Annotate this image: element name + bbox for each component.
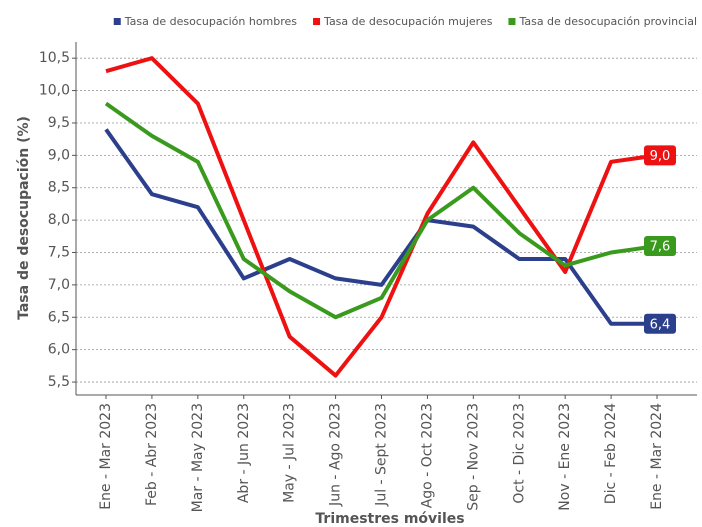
x-tick-label: Ene - Mar 2024 — [649, 403, 665, 510]
data-label: 7,6 — [650, 240, 671, 255]
x-tick-label: Dic - Feb 2024 — [603, 403, 619, 504]
y-tick-label: 5,5 — [48, 374, 70, 390]
legend-swatch — [113, 18, 121, 25]
legend-swatch — [313, 18, 321, 25]
data-label: 6,4 — [650, 317, 671, 332]
y-axis-title: Tasa de desocupación (%) — [16, 116, 32, 320]
legend-label: Tasa de desocupación provincial — [518, 15, 697, 28]
series-line — [105, 56, 658, 378]
y-tick-label: 8,5 — [48, 180, 70, 196]
data-label: 9,0 — [650, 149, 671, 164]
x-tick-label: Sep - Nov 2023 — [465, 403, 481, 511]
y-tick-label: 6,5 — [48, 309, 70, 325]
x-axis-title: Trimestres móviles — [315, 511, 464, 527]
x-tick-label: Feb - Abr 2023 — [144, 403, 160, 506]
x-tick-label: Oct - Dic 2023 — [511, 403, 527, 504]
x-tick-label: Ago - Oct 2023 — [419, 403, 435, 508]
x-tick-label: Nov - Ene 2023 — [557, 403, 573, 511]
legend-item: Tasa de desocupación provincial — [508, 15, 697, 28]
y-tick-label: 9,0 — [48, 147, 70, 163]
y-tick-label: 8,0 — [48, 212, 70, 228]
y-tick-label: 10,0 — [39, 83, 70, 99]
legend-item: Tasa de desocupación hombres — [113, 15, 298, 28]
legend-label: Tasa de desocupación mujeres — [323, 15, 493, 28]
x-tick-label: Abr - Jun 2023 — [236, 403, 252, 503]
legend-swatch — [508, 18, 516, 25]
data-label-box — [644, 313, 676, 334]
y-tick-label: 6,0 — [48, 342, 70, 358]
x-tick-label: Mar - May 2023 — [190, 403, 206, 512]
legend-label: Tasa de desocupación hombres — [124, 15, 298, 28]
x-tick-label: Jul - Sept 2023 — [374, 403, 390, 507]
series-line — [104, 101, 658, 320]
x-tick-label: May - Jul 2023 — [282, 403, 298, 503]
y-tick-label: 7,5 — [48, 245, 70, 261]
legend-item: Tasa de desocupación mujeres — [313, 15, 493, 28]
x-tick-label: Jun - Ago 2023 — [328, 403, 344, 507]
data-label-box — [644, 236, 676, 257]
data-label-box — [644, 145, 676, 166]
y-tick-label: 7,0 — [48, 277, 70, 293]
y-tick-label: 10,5 — [39, 50, 70, 66]
x-tick-label: Ene - Mar 2023 — [98, 403, 114, 510]
series-line — [104, 128, 657, 326]
y-tick-label: 9,5 — [48, 115, 70, 131]
